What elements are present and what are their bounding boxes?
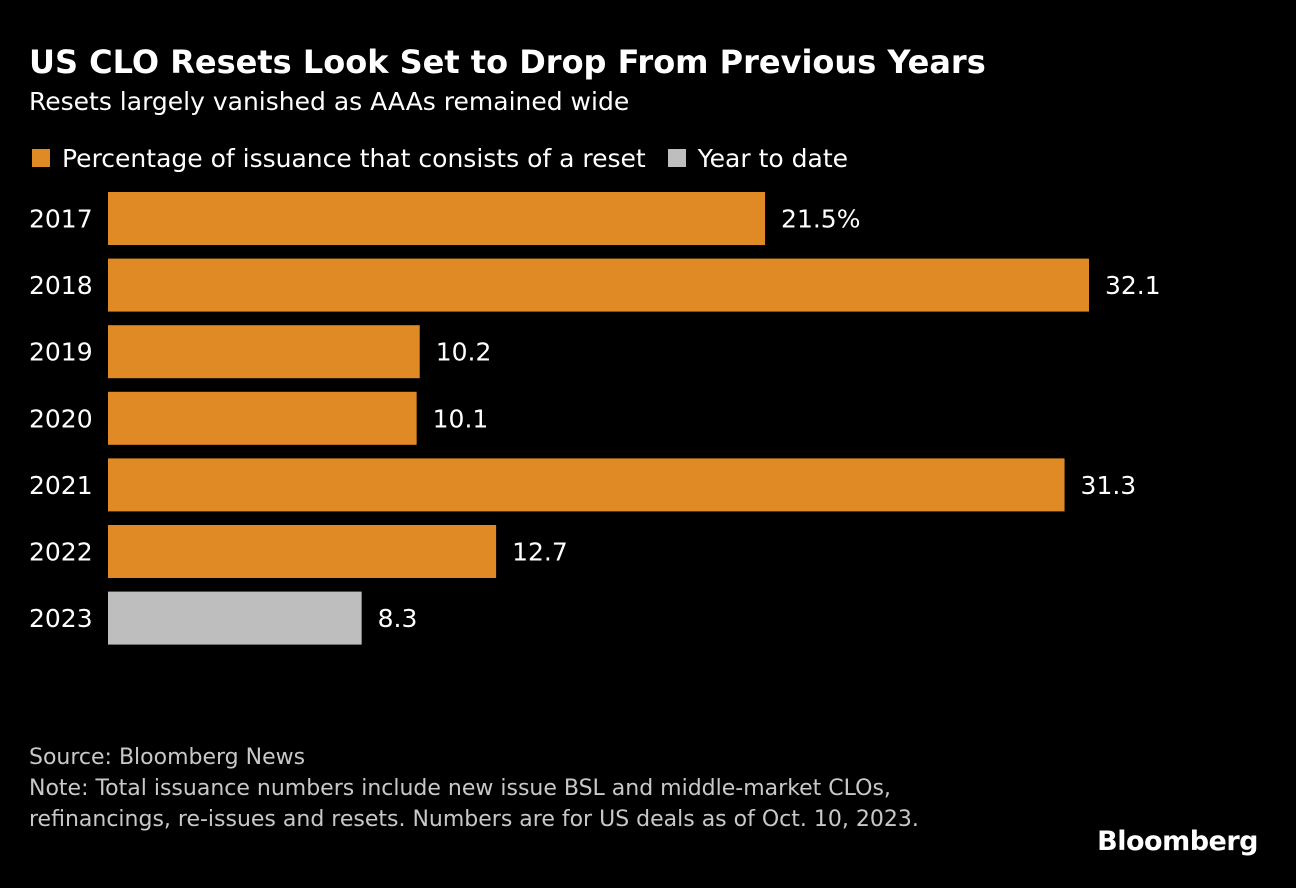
bar-2019 [108, 325, 420, 379]
category-label-2023: 2023 [29, 604, 93, 633]
category-label-2021: 2021 [29, 471, 93, 500]
value-label-2023: 8.3 [378, 604, 418, 633]
value-label-2019: 10.2 [436, 338, 492, 367]
legend: Percentage of issuance that consists of … [32, 141, 870, 175]
legend-item-ytd: Year to date [667, 143, 849, 173]
value-label-2018: 32.1 [1105, 271, 1161, 300]
bar-2021 [108, 458, 1065, 512]
value-label-2017: 21.5% [781, 205, 860, 234]
chart-title: US CLO Resets Look Set to Drop From Prev… [29, 43, 986, 81]
bar-2023 [108, 591, 362, 645]
bar-2017 [108, 192, 766, 245]
legend-label-reset: Percentage of issuance that consists of … [62, 143, 646, 173]
category-label-2019: 2019 [29, 338, 93, 367]
chart-subtitle: Resets largely vanished as AAAs remained… [29, 87, 630, 116]
bar-2018 [108, 258, 1089, 312]
legend-label-ytd: Year to date [697, 143, 849, 173]
value-label-2020: 10.1 [433, 404, 489, 433]
category-label-2020: 2020 [29, 404, 93, 433]
footer: Source: Bloomberg News Note: Total issua… [29, 742, 1039, 835]
bloomberg-logo: Bloomberg [1097, 826, 1258, 857]
source-text: Source: Bloomberg News [29, 745, 306, 770]
bar-2022 [108, 525, 497, 578]
note-text: Note: Total issuance numbers include new… [29, 776, 919, 832]
value-label-2021: 31.3 [1081, 471, 1137, 500]
bar-chart: 2017 21.5% 2018 32.1 2019 10.2 2020 10.1 2021 31.… [29, 192, 1161, 645]
category-label-2018: 2018 [29, 271, 93, 300]
value-label-2022: 12.7 [512, 538, 568, 567]
legend-swatch-ytd [667, 149, 686, 167]
legend-item-reset: Percentage of issuance that consists of … [32, 144, 646, 173]
category-label-2022: 2022 [29, 538, 93, 567]
legend-swatch-reset [32, 149, 50, 167]
bar-2020 [108, 391, 417, 445]
category-label-2017: 2017 [29, 205, 93, 234]
